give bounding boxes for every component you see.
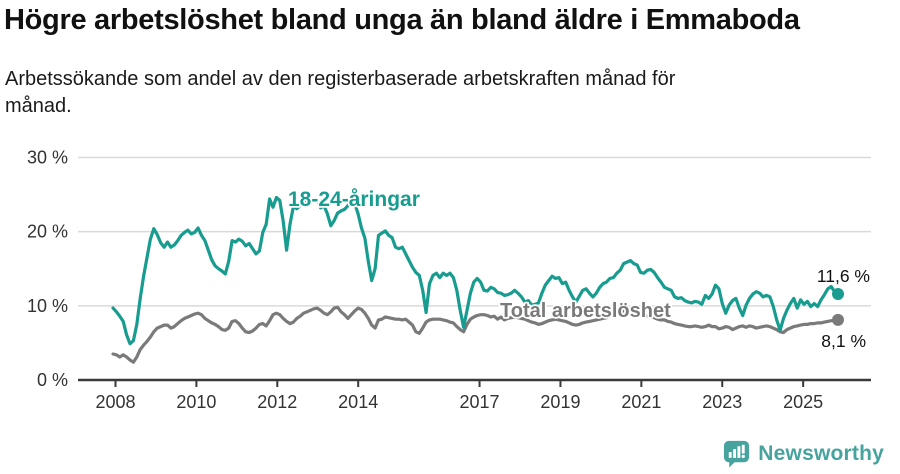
bar-2: [733, 449, 737, 458]
chart-area: 0 % 10 % 20 % 30 % 2008 2010 2012 2014 2017 2019 2…: [0, 140, 900, 440]
y-tick-label-10: 10 %: [27, 296, 68, 316]
page-title: Högre arbetslöshet bland unga än bland ä…: [4, 4, 800, 36]
x-tick-label-2017: 2017: [460, 392, 500, 412]
y-tick-label-30: 30 %: [27, 147, 68, 167]
end-value-label-18-24-åringar: 11,6 %: [817, 266, 870, 286]
newsworthy-logo-icon: [724, 440, 750, 468]
x-tick-label-2025: 2025: [783, 392, 823, 412]
x-tick-label-2019: 2019: [540, 392, 580, 412]
x-tick-label-2021: 2021: [621, 392, 661, 412]
x-tick-label-2010: 2010: [176, 392, 216, 412]
brand-footer: Newsworthy: [722, 439, 884, 468]
x-tick-label-2008: 2008: [95, 392, 135, 412]
series-line-Total arbetslöshet: [111, 305, 840, 364]
series-line-18-24-åringar: [111, 195, 840, 346]
end-value-label-Total arbetslöshet: 8,1 %: [821, 331, 866, 351]
y-tick-label-0: 0 %: [37, 370, 68, 390]
brand-name: Newsworthy: [758, 441, 884, 465]
end-dot-18-24-åringar: [832, 287, 844, 300]
series-label-Total arbetslöshet: Total arbetslöshet: [500, 300, 671, 322]
y-tick-label-20: 20 %: [27, 222, 68, 242]
speech-bubble-shape: [724, 440, 750, 468]
x-tick-label-2014: 2014: [338, 392, 378, 412]
subtitle-line-2: månad.: [5, 95, 72, 117]
unemployment-line-chart: 0 % 10 % 20 % 30 % 2008 2010 2012 2014 2017 2019 2…: [27, 147, 872, 412]
exclamation-dot: [741, 454, 746, 459]
chart-subtitle: Arbetssökande som andel av den registerb…: [5, 66, 825, 120]
exclamation-bar: [742, 444, 746, 454]
series-label-18-24-åringar: 18-24-åringar: [288, 188, 420, 211]
end-dot-Total arbetslöshet: [832, 313, 844, 326]
bar-1: [729, 452, 732, 458]
subtitle-line-1: Arbetssökande som andel av den registerb…: [5, 68, 676, 90]
x-tick-label-2012: 2012: [257, 392, 297, 412]
bar-3: [737, 446, 741, 458]
x-tick-label-2023: 2023: [702, 392, 742, 412]
